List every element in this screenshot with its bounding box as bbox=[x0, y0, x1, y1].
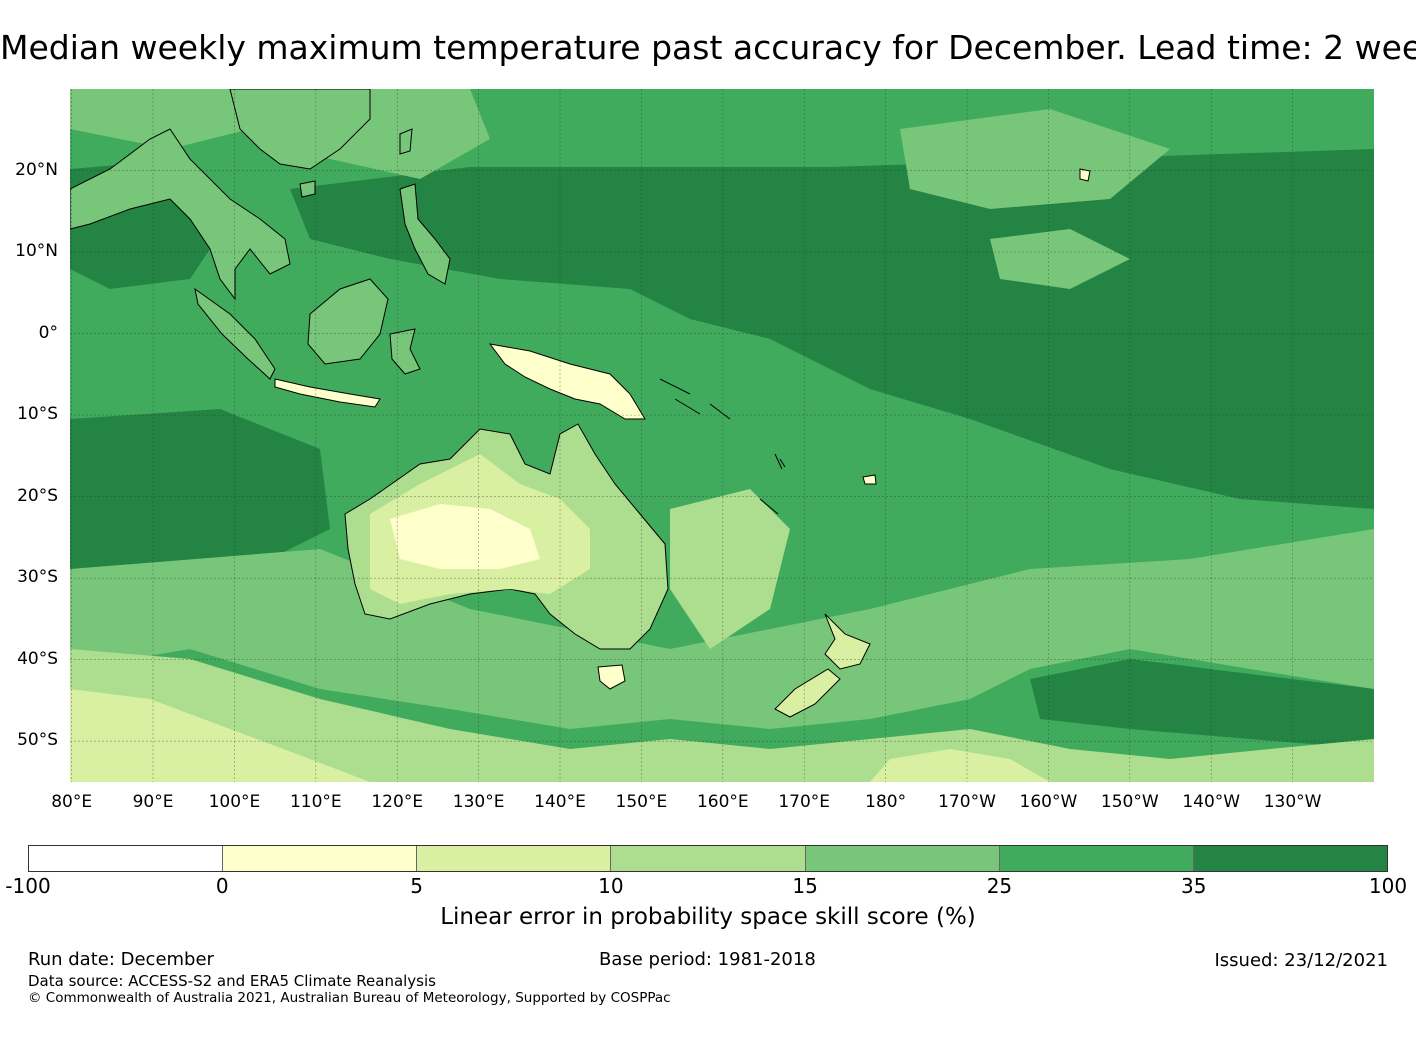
base-period: Base period: 1981-2018 bbox=[599, 949, 816, 970]
hainan bbox=[299, 180, 316, 198]
data-source: Data source: ACCESS-S2 and ERA5 Climate … bbox=[28, 972, 436, 990]
new-zealand-north-island bbox=[824, 613, 871, 670]
longitude-label: 170°W bbox=[938, 792, 996, 812]
latitude-label: 0° bbox=[38, 322, 58, 343]
longitude-label: 140°W bbox=[1182, 792, 1241, 812]
longitude-label: 180° bbox=[865, 792, 907, 812]
colorbar-segment bbox=[29, 846, 224, 871]
colorbar-segment bbox=[223, 846, 418, 871]
longitude-label: 170°E bbox=[778, 792, 831, 812]
taiwan bbox=[399, 128, 413, 155]
colorbar-segment bbox=[611, 846, 806, 871]
longitude-label: 140°E bbox=[534, 792, 586, 812]
zone-light-tasman bbox=[670, 489, 790, 649]
colorbar-tick-label: -100 bbox=[5, 874, 51, 898]
philippines bbox=[399, 183, 451, 285]
colorbar-tick-label: 35 bbox=[1180, 874, 1207, 898]
issued-date: Issued: 23/12/2021 bbox=[1214, 950, 1388, 971]
longitude-label: 80°E bbox=[51, 792, 93, 812]
china-coast bbox=[229, 89, 371, 170]
zone-dark-equatorial-pacific bbox=[290, 149, 1374, 509]
longitude-label: 120°E bbox=[371, 792, 424, 812]
solomon-islands bbox=[659, 378, 731, 420]
colorbar bbox=[28, 845, 1388, 872]
longitude-label: 90°E bbox=[132, 792, 174, 812]
tasmania bbox=[597, 664, 626, 690]
longitude-label: 160°E bbox=[696, 792, 749, 812]
colorbar-tick-label: 0 bbox=[215, 874, 229, 898]
longitude-label: 110°E bbox=[289, 792, 342, 812]
colorbar-tick-label: 100 bbox=[1368, 874, 1408, 898]
colorbar-tick-label: 10 bbox=[598, 874, 624, 898]
zone-mid-south bbox=[70, 529, 1374, 729]
longitude-label: 100°E bbox=[208, 792, 261, 812]
latitude-label: 20°S bbox=[17, 485, 58, 506]
colorbar-tick-label: 5 bbox=[410, 874, 423, 898]
longitude-label: 130°W bbox=[1263, 792, 1322, 812]
colorbar-segment bbox=[999, 846, 1194, 871]
graticule bbox=[70, 89, 1374, 782]
latitude-label: 20°N bbox=[15, 159, 58, 180]
colorbar-segment bbox=[805, 846, 1000, 871]
zone-lightest-southeast bbox=[870, 749, 1050, 782]
new-guinea bbox=[488, 343, 646, 420]
zone-mid-northeast bbox=[900, 109, 1170, 209]
zone-lightest-southwest bbox=[70, 689, 370, 782]
run-date: Run date: December bbox=[28, 949, 214, 970]
latitude-label: 40°S bbox=[17, 648, 58, 669]
colorbar-label: Linear error in probability space skill … bbox=[440, 904, 976, 930]
colorbar-tick-label: 25 bbox=[986, 874, 1013, 898]
java bbox=[274, 378, 381, 408]
longitude-label: 130°E bbox=[452, 792, 505, 812]
latitude-label: 10°S bbox=[17, 404, 58, 425]
copyright-notice: © Commonwealth of Australia 2021, Austra… bbox=[28, 990, 671, 1006]
longitude-label: 160°W bbox=[1019, 792, 1078, 812]
longitude-label: 150°W bbox=[1100, 792, 1159, 812]
colorbar-tick-label: 15 bbox=[792, 874, 818, 898]
australia-pale-core bbox=[390, 504, 540, 569]
zone-light-east-pacific bbox=[990, 229, 1130, 289]
latitude-label: 30°S bbox=[17, 567, 58, 588]
latitude-label: 50°S bbox=[17, 730, 58, 751]
southeast-asia-mainland bbox=[70, 128, 291, 301]
longitude-label: 150°E bbox=[615, 792, 668, 812]
new-zealand-south-island bbox=[774, 668, 841, 718]
skill-score-map bbox=[70, 89, 1374, 782]
vanuatu bbox=[774, 453, 786, 470]
zone-dark-south-pacific bbox=[1030, 659, 1374, 749]
zone-dark-indian-ocean bbox=[70, 409, 330, 579]
latitude-label: 10°N bbox=[15, 241, 58, 262]
borneo bbox=[307, 278, 389, 365]
sumatra bbox=[194, 287, 276, 380]
zone-light-south bbox=[70, 649, 1374, 782]
new-caledonia bbox=[759, 498, 779, 515]
colorbar-segment bbox=[417, 846, 612, 871]
hawaii bbox=[1079, 168, 1091, 182]
fiji bbox=[862, 474, 877, 485]
colorbar-segment bbox=[1193, 846, 1387, 871]
map-title: Median weekly maximum temperature past a… bbox=[0, 28, 1416, 67]
